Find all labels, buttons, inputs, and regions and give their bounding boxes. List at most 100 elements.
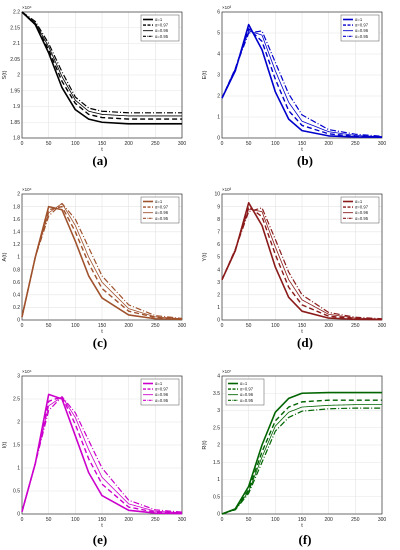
chart-svg: 0 50 100 150 200 250 300 0 0.2 0.4 0.6 0.8 1 1.2 1.4 1.… <box>2 187 186 335</box>
legend-label: α=0.96 <box>355 210 369 215</box>
x-tick-label: 150 <box>98 517 107 523</box>
y-tick-label: 1.2 <box>13 242 20 248</box>
legend-label: α=1 <box>355 17 363 22</box>
y-tick-label: 2.2 <box>13 10 20 16</box>
x-tick-label: 100 <box>271 141 280 147</box>
series-line <box>221 208 383 320</box>
y-axis-label: Y(t) <box>202 252 208 261</box>
x-tick-label: 50 <box>246 141 252 147</box>
legend-label: α=0.95 <box>355 216 369 221</box>
y-axis-label: E(t) <box>202 70 208 79</box>
x-tick-label: 100 <box>71 517 80 523</box>
chart-d: 0 50 100 150 200 250 300 0 1 2 3 4 5 6 7 8 9 10 ×10³ t Y(t) α… <box>200 182 400 335</box>
y-tick-label: 0 <box>217 512 220 518</box>
y-tick-label: 0 <box>217 136 220 142</box>
chart-svg: 0 50 100 150 200 250 300 1.8 1.85 1.9 1.95 2 2.05 2.1… <box>2 5 186 153</box>
chart-c: 0 50 100 150 200 250 300 0 0.2 0.4 0.6 0.8 1 1.2 1.4 1.… <box>0 182 200 335</box>
plot-area <box>21 375 183 515</box>
x-tick-label: 50 <box>46 517 52 523</box>
axis-exponent: ×10⁴ <box>22 5 32 10</box>
y-tick-label: 0.4 <box>13 293 20 299</box>
y-tick-label: 1.5 <box>13 443 20 449</box>
axis-exponent: ×10⁴ <box>22 187 32 192</box>
legend: α=1α=0.97α=0.96α=0.95 <box>140 378 180 406</box>
caption-f: (f) <box>298 532 312 547</box>
y-tick-label: 1.85 <box>10 120 20 126</box>
legend-label: α=1 <box>155 381 163 386</box>
y-tick-label: 1.95 <box>10 88 20 94</box>
y-tick-label: 5 <box>217 31 220 37</box>
y-tick-label: 2.05 <box>10 57 20 63</box>
y-tick-label: 0.2 <box>13 305 20 311</box>
y-tick-label: 3 <box>217 73 220 79</box>
y-tick-label: 7 <box>217 230 220 236</box>
chart-svg: 0 50 100 150 200 250 300 0 0.5 1 1.5 2 2.5 3×10⁴ t I(t)… <box>2 369 186 529</box>
x-tick-label: 0 <box>221 141 224 147</box>
x-axis-label: t <box>301 523 303 529</box>
series-line <box>21 203 183 320</box>
x-tick-label: 250 <box>151 141 160 147</box>
legend-label: α=0.96 <box>155 392 169 397</box>
x-axis-label: t <box>101 147 103 153</box>
legend-label: α=0.96 <box>155 28 169 33</box>
y-tick-label: 0 <box>17 512 20 518</box>
x-tick-label: 150 <box>298 141 307 147</box>
y-tick-label: 1.6 <box>13 217 20 223</box>
plot-area <box>21 193 183 321</box>
legend-label: α=0.95 <box>155 34 169 39</box>
legend-label: α=0.95 <box>240 398 254 403</box>
y-tick-label: 6 <box>217 242 220 248</box>
y-tick-label: 2 <box>17 73 20 79</box>
x-tick-label: 300 <box>378 517 387 523</box>
y-tick-label: 3 <box>17 374 20 380</box>
x-tick-label: 100 <box>271 517 280 523</box>
legend: α=1α=0.97α=0.96α=0.95 <box>140 14 180 42</box>
series-line <box>21 11 182 117</box>
x-axis-label: t <box>101 329 103 335</box>
plot-area <box>221 11 383 139</box>
axis-exponent: ×10⁷ <box>222 369 232 374</box>
axis-exponent: ×10³ <box>222 187 232 192</box>
y-axis-label: I(t) <box>2 441 8 448</box>
legend-label: α=0.96 <box>155 210 169 215</box>
series-line <box>21 396 183 514</box>
x-tick-label: 250 <box>351 517 360 523</box>
y-tick-label: 1 <box>217 477 220 483</box>
plot-area <box>21 11 183 139</box>
y-tick-label: 4 <box>217 52 220 58</box>
series-line <box>221 23 383 138</box>
series-line <box>221 391 382 515</box>
y-axis-label: S(t) <box>2 70 8 79</box>
chart-svg: 0 50 100 150 200 250 300 0 0.5 1 1.5 2 2.5 3 3.5 4×10⁷ t… <box>202 369 387 529</box>
legend-label: α=0.97 <box>155 23 169 28</box>
x-tick-label: 200 <box>324 517 333 523</box>
series-line <box>21 11 182 120</box>
plot-area <box>221 375 383 515</box>
x-tick-label: 300 <box>378 323 387 329</box>
legend-label: α=0.97 <box>240 387 254 392</box>
series-line <box>221 28 383 138</box>
y-tick-label: 4 <box>217 374 220 380</box>
series-line <box>221 399 382 515</box>
caption-c: (c) <box>92 335 108 350</box>
x-tick-label: 250 <box>151 517 160 523</box>
series-line <box>221 404 382 515</box>
axis-exponent: ×10³ <box>222 5 232 10</box>
series-line <box>21 11 182 125</box>
y-tick-label: 1 <box>217 115 220 121</box>
legend-label: α=0.97 <box>355 205 369 210</box>
x-tick-label: 50 <box>246 517 252 523</box>
y-tick-label: 3 <box>217 408 220 414</box>
caption-a: (a) <box>92 153 108 168</box>
series-line <box>21 396 183 513</box>
x-tick-label: 150 <box>298 323 307 329</box>
x-tick-label: 100 <box>71 141 80 147</box>
y-tick-label: 9 <box>217 204 220 210</box>
y-tick-label: 2 <box>217 443 220 449</box>
y-tick-label: 6 <box>217 10 220 16</box>
y-tick-label: 1 <box>17 255 20 261</box>
legend: α=1α=0.97α=0.96α=0.95 <box>340 196 380 224</box>
legend-label: α=0.95 <box>155 398 169 403</box>
y-tick-label: 1 <box>17 466 20 472</box>
chart-a: 0 50 100 150 200 250 300 1.8 1.85 1.9 1.95 2 2.05 2.1… <box>0 0 200 153</box>
